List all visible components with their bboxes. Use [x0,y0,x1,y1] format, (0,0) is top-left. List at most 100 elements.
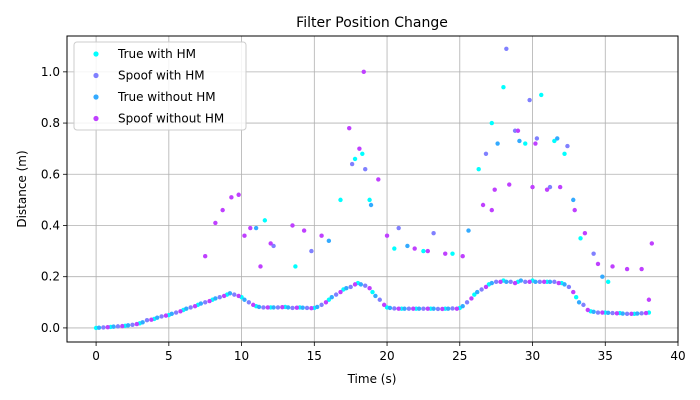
data-point [572,207,577,213]
legend-label: Spoof without HM [118,112,224,126]
data-point [476,166,481,172]
data-point [290,223,295,228]
data-point [571,197,576,203]
data-point [319,233,324,238]
data-point [431,230,436,236]
data-point [454,306,460,311]
data-point [154,315,160,320]
y-tick-label: 1.0 [41,65,60,79]
series-1 [101,46,644,330]
data-point [159,314,164,319]
data-points [93,46,655,331]
x-axis-label: Time (s) [347,372,397,386]
data-point [392,246,397,251]
legend-marker [93,94,99,100]
series-2 [96,136,640,330]
y-tick-label: 0.0 [41,321,60,335]
data-point [639,311,644,316]
data-point [600,310,605,315]
data-point [425,306,430,311]
data-point [571,289,576,295]
plot-frame [66,35,679,343]
data-point [508,279,513,285]
data-point [96,325,102,330]
data-point [236,192,241,197]
data-point [495,141,500,146]
data-point [435,306,441,312]
data-point [530,184,535,190]
data-point [533,279,538,285]
data-point [585,307,591,313]
data-point [188,305,193,310]
data-point [227,291,233,296]
data-point [290,305,295,311]
data-point [344,286,349,291]
data-point [149,317,154,322]
data-point [460,254,465,259]
data-point [646,297,652,302]
data-point [242,233,247,238]
legend-label: True with HM [117,47,196,61]
data-point [323,300,329,305]
data-point [376,177,381,182]
data-point [582,230,588,236]
data-point [271,243,276,249]
data-point [512,280,518,286]
data-point [498,279,503,285]
y-tick-label: 0.2 [41,270,60,284]
data-point [547,279,553,285]
data-point [361,69,366,75]
data-point [125,323,131,328]
data-point [425,248,430,254]
data-point [242,297,247,302]
data-point [450,306,455,311]
data-point [643,310,649,316]
chart-title: Filter Position Change [296,15,448,31]
data-point [348,284,353,290]
data-point [517,138,522,144]
legend-marker [93,72,99,79]
data-point [565,143,570,149]
data-point [576,300,582,305]
data-point [115,324,121,329]
data-point [421,248,426,254]
data-point [614,311,620,316]
data-point [352,156,358,162]
data-point [573,294,579,300]
data-point [405,243,410,249]
data-point [261,305,266,310]
data-point [475,289,480,295]
data-point [173,310,179,315]
data-point [416,306,422,311]
data-point [285,305,291,310]
data-point [213,220,218,226]
data-point [480,202,486,208]
data-point [541,279,547,285]
data-point [552,138,557,144]
data-point [315,304,320,310]
data-point [192,303,198,309]
data-point [232,292,237,297]
data-point [556,280,561,286]
legend: True with HM Spoof with HM True without HM… [73,41,247,131]
data-point [552,279,557,285]
legend-label: True without HM [117,90,216,104]
data-point [483,284,489,290]
data-point [198,301,204,306]
x-tick-label: 10 [234,349,249,363]
x-axis-ticks: 0 5 10 15 20 25 30 35 40 [92,342,686,363]
data-point [479,287,484,292]
series-3 [105,69,655,330]
data-point [562,282,567,287]
data-point [402,306,407,311]
data-point [504,46,509,52]
data-point [203,254,208,259]
data-point [537,279,542,285]
data-point [466,228,471,233]
data-point [610,310,615,316]
data-point [411,306,416,311]
y-tick-label: 0.8 [41,116,60,130]
data-point [111,324,116,329]
data-point [367,286,372,291]
data-point [624,266,630,272]
